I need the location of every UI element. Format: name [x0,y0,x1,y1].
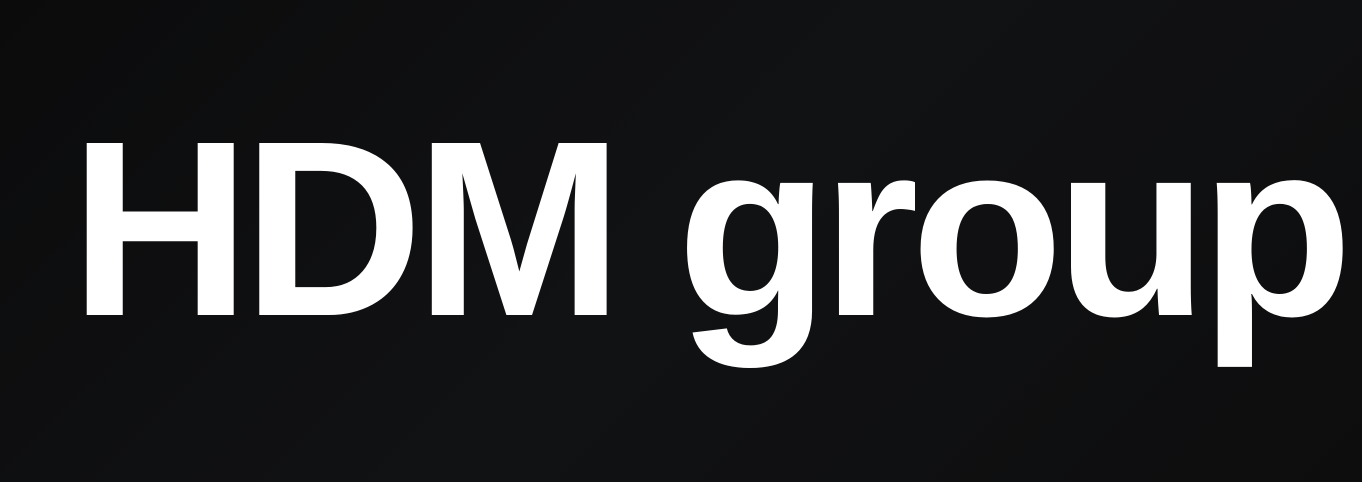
brand-logo-text: HDM group [70,89,1353,368]
